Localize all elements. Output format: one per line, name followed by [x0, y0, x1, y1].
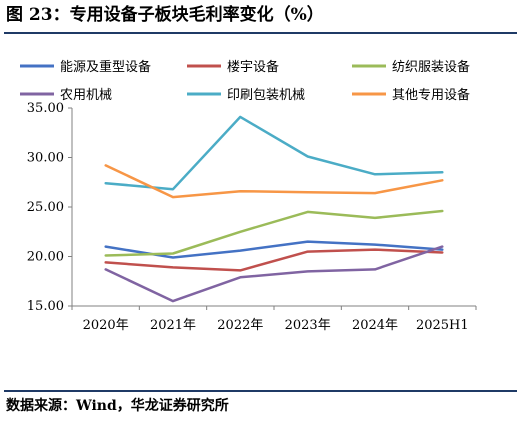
series-line-6: [104, 164, 444, 199]
series-line-4: [104, 245, 444, 303]
x-tick-label: 2023年: [285, 318, 331, 333]
legend-label: 楼宇设备: [227, 59, 279, 75]
y-tick-label: 30.00: [27, 151, 64, 166]
series-line-1: [104, 240, 444, 259]
y-axis: 15.00 20.00 25.00 30.00 35.00: [27, 101, 73, 314]
series-line-3: [104, 209, 444, 257]
x-tick-label: 2024年: [352, 318, 398, 333]
legend-label: 农用机械: [60, 88, 112, 103]
y-tick-label: 15.00: [27, 299, 64, 314]
legend-label: 能源及重型设备: [60, 59, 151, 75]
title-divider: [4, 32, 517, 34]
y-tick-label: 35.00: [27, 101, 64, 116]
legend-label: 印刷包装机械: [227, 88, 305, 103]
x-tick-label: 2021年: [150, 318, 196, 333]
x-tick-label: 2022年: [217, 318, 263, 333]
legend-label: 纺织服装设备: [392, 59, 470, 75]
source-note: 数据来源：Wind，华龙证券研究所: [6, 398, 229, 414]
y-tick-label: 20.00: [27, 250, 64, 265]
series-lines: [104, 115, 444, 303]
series-line-5: [104, 115, 444, 191]
series-line-2: [104, 248, 444, 272]
legend-label: 其他专用设备: [392, 87, 470, 103]
chart-title: 图 23：专用设备子板块毛利率变化（%）: [6, 5, 324, 25]
x-tick-label: 2025H1: [416, 318, 469, 333]
y-tick-label: 25.00: [27, 200, 64, 215]
x-axis: 2020年 2021年 2022年 2023年 2024年 2025H1: [71, 305, 477, 333]
source-divider: [4, 390, 517, 392]
x-tick-label: 2020年: [83, 318, 129, 333]
